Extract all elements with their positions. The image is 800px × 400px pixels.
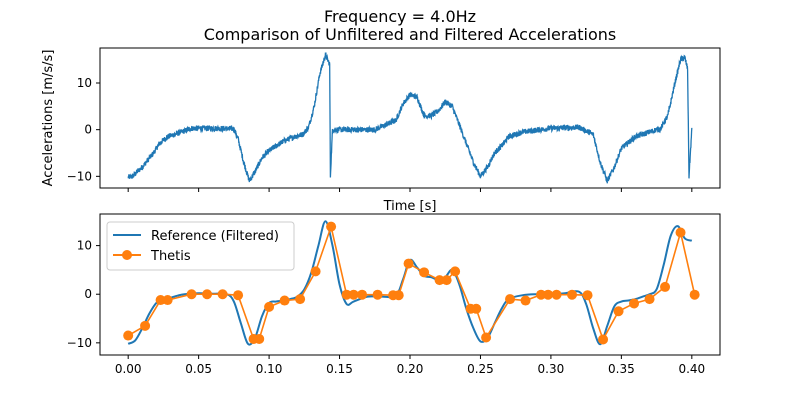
thetis-point — [348, 289, 359, 300]
thetis-point — [520, 295, 531, 306]
thetis-point — [613, 306, 624, 317]
x-tick-label: 0.40 — [678, 362, 705, 376]
thetis-point — [279, 295, 290, 306]
thetis-point — [598, 334, 609, 345]
y-tick-label: 10 — [77, 76, 92, 90]
thetis-point — [644, 294, 655, 305]
x-tick-label: 0.00 — [115, 362, 142, 376]
x-tick-label: 0.05 — [185, 362, 212, 376]
thetis-point — [254, 333, 265, 344]
top-x-axis-label: Time [s] — [383, 199, 437, 214]
legend-thetis-label: Thetis — [150, 249, 191, 264]
reference-filtered-line — [127, 220, 693, 346]
top-y-ticks: −10 0 10 — [67, 76, 100, 183]
legend-box — [106, 221, 295, 271]
x-tick-label: 0.15 — [326, 362, 353, 376]
y-tick-label: 0 — [84, 123, 92, 137]
bottom-y-ticks: −10 0 10 — [67, 239, 100, 350]
thetis-point — [582, 290, 593, 301]
figure-title: Frequency = 4.0Hz — [324, 7, 476, 26]
thetis-point — [357, 289, 368, 300]
thetis-point — [326, 221, 337, 232]
x-tick-label: 0.35 — [608, 362, 635, 376]
thetis-point — [123, 330, 134, 341]
thetis-point — [264, 301, 275, 312]
thetis-point — [202, 289, 213, 300]
x-tick-label: 0.10 — [256, 362, 283, 376]
thetis-point — [140, 320, 151, 331]
thetis-point — [434, 275, 445, 286]
y-tick-label: 10 — [77, 239, 92, 253]
y-tick-label: 0 — [84, 287, 92, 301]
thetis-point — [675, 227, 686, 238]
thetis-point — [567, 289, 578, 300]
figure-subtitle: Comparison of Unfiltered and Filtered Ac… — [204, 25, 617, 44]
thetis-point — [450, 266, 461, 277]
thetis-point — [233, 290, 244, 301]
top-x-ticks — [127, 188, 693, 192]
thetis-point — [295, 294, 306, 305]
bottom-plot-area — [123, 220, 700, 346]
thetis-point — [393, 290, 404, 301]
raw-acceleration-line — [127, 52, 693, 184]
thetis-point — [162, 295, 173, 306]
thetis-point — [403, 258, 414, 269]
thetis-point — [186, 289, 197, 300]
bottom-x-ticks: 0.00 0.05 0.10 0.15 0.20 0.25 0.30 0.35 0.40 — [115, 355, 705, 376]
top-plot-area — [127, 52, 693, 184]
legend: Reference (Filtered) Thetis — [106, 221, 295, 271]
thetis-point — [660, 281, 671, 292]
thetis-point — [505, 294, 516, 305]
thetis-point — [536, 289, 547, 300]
thetis-point — [481, 332, 492, 343]
thetis-point — [543, 289, 554, 300]
thetis-point — [372, 289, 383, 300]
thetis-point — [551, 289, 562, 300]
thetis-point — [155, 295, 166, 306]
y-tick-label: −10 — [67, 169, 92, 183]
thetis-point — [629, 298, 640, 309]
thetis-point — [341, 289, 352, 300]
thetis-point — [689, 289, 700, 300]
top-subplot: −10 0 10 Accelerations [m/s/s] Time [s] — [41, 47, 721, 214]
x-tick-label: 0.20 — [397, 362, 424, 376]
x-tick-label: 0.25 — [467, 362, 494, 376]
thetis-point — [441, 275, 452, 286]
x-tick-label: 0.30 — [538, 362, 565, 376]
thetis-point — [310, 266, 321, 277]
thetis-point — [419, 267, 430, 278]
thetis-point — [471, 303, 482, 314]
legend-thetis-marker — [122, 250, 132, 260]
y-tick-label: −10 — [67, 336, 92, 350]
top-y-axis-label: Accelerations [m/s/s] — [41, 50, 56, 187]
top-axes-frame — [99, 47, 721, 189]
legend-reference-label: Reference (Filtered) — [151, 229, 279, 244]
thetis-point — [217, 289, 228, 300]
